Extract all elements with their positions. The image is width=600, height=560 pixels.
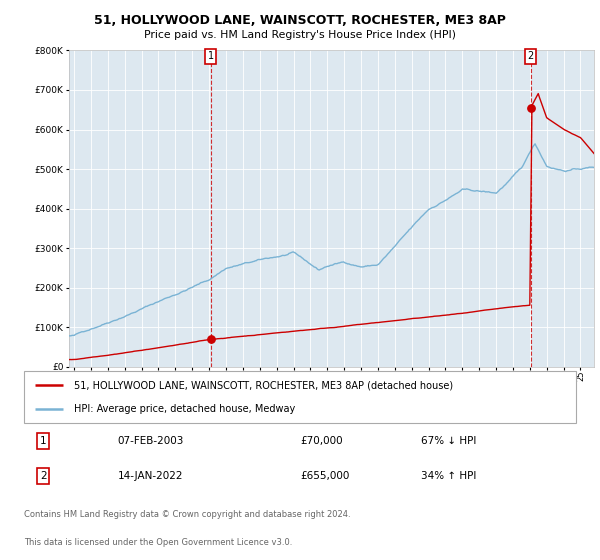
Text: Contains HM Land Registry data © Crown copyright and database right 2024.: Contains HM Land Registry data © Crown c… [24, 510, 350, 519]
FancyBboxPatch shape [24, 371, 576, 423]
Text: Price paid vs. HM Land Registry's House Price Index (HPI): Price paid vs. HM Land Registry's House … [144, 30, 456, 40]
Text: 67% ↓ HPI: 67% ↓ HPI [421, 436, 477, 446]
Text: 07-FEB-2003: 07-FEB-2003 [118, 436, 184, 446]
Text: 2: 2 [527, 51, 533, 61]
Text: 14-JAN-2022: 14-JAN-2022 [118, 471, 184, 481]
Text: 34% ↑ HPI: 34% ↑ HPI [421, 471, 477, 481]
Text: 51, HOLLYWOOD LANE, WAINSCOTT, ROCHESTER, ME3 8AP: 51, HOLLYWOOD LANE, WAINSCOTT, ROCHESTER… [94, 14, 506, 27]
Point [526, 103, 535, 112]
Text: HPI: Average price, detached house, Medway: HPI: Average price, detached house, Medw… [74, 404, 295, 414]
Text: 1: 1 [40, 436, 47, 446]
Text: £70,000: £70,000 [300, 436, 343, 446]
Text: This data is licensed under the Open Government Licence v3.0.: This data is licensed under the Open Gov… [24, 538, 292, 547]
Text: 1: 1 [208, 51, 214, 61]
Text: 51, HOLLYWOOD LANE, WAINSCOTT, ROCHESTER, ME3 8AP (detached house): 51, HOLLYWOOD LANE, WAINSCOTT, ROCHESTER… [74, 380, 453, 390]
Text: 2: 2 [40, 471, 47, 481]
Text: £655,000: £655,000 [300, 471, 349, 481]
Point [206, 335, 215, 344]
